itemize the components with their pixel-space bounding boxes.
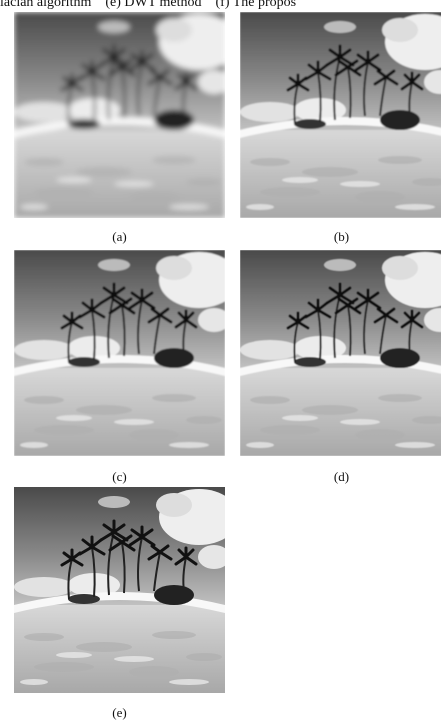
panel-image	[14, 487, 225, 693]
panel-label: (c)	[14, 469, 225, 485]
panel-image	[240, 12, 441, 218]
panel-label: (a)	[14, 229, 225, 245]
panel-image	[240, 250, 441, 456]
panel-image	[14, 12, 225, 218]
panel-label: (e)	[14, 705, 225, 721]
panel-label: (b)	[236, 229, 441, 245]
panel-image	[14, 250, 225, 456]
page: lacian algorithm (e) DWT method (f) The …	[0, 0, 441, 723]
caption: lacian algorithm (e) DWT method (f) The …	[0, 0, 296, 11]
panel-label: (d)	[236, 469, 441, 485]
